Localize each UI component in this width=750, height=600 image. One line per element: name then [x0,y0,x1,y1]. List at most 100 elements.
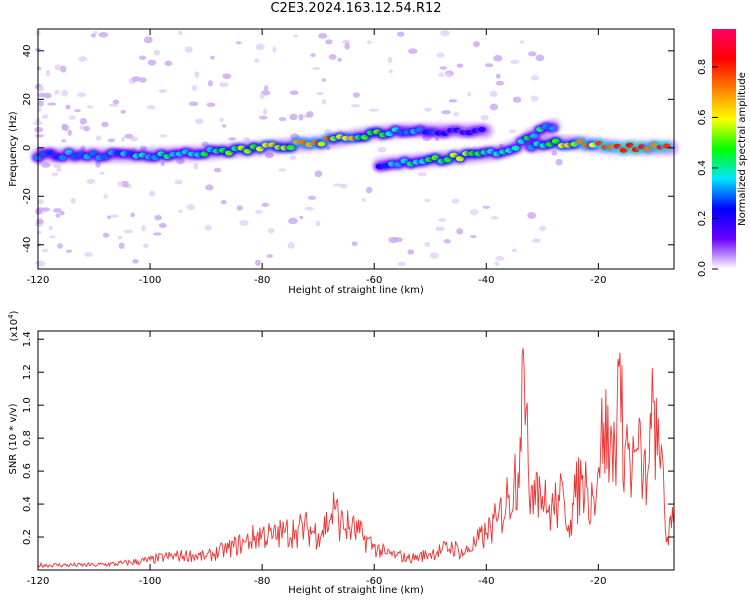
heatmap-speckle [298,113,304,121]
heatmap-background-noise [33,30,563,268]
heatmap-speckle [78,56,88,62]
heatmap-speckle [312,66,321,71]
heatmap-speckle [323,128,332,136]
heatmap-speckle [35,207,43,214]
heatmap-speckle [255,209,263,214]
heatmap-speckle [59,211,65,216]
heatmap-speckle [130,212,135,218]
heatmap-speckle [57,243,63,249]
snr-chart: -120 -100 -80 -60 -40 -20 0.2 0.4 0.6 0.8 1.0 1.2 1… [7,310,675,596]
heatmap-speckle [315,220,321,227]
heatmap-speckle [272,46,277,53]
heatmap-speckle [95,161,101,168]
heatmap-speckle [328,54,337,60]
heatmap-speckle [289,113,298,121]
heatmap-speckle [325,39,333,45]
heatmap-speckle [519,40,525,44]
heatmap-speckle [264,85,269,92]
heatmap-speckle [341,39,351,44]
heatmap-speckle [469,235,477,239]
heatmap-speckle [117,181,123,187]
heatmap-speckle [555,158,563,166]
heatmap-speckle [243,136,251,143]
heatmap-speckle [201,141,209,148]
heatmap-border [37,28,675,270]
heatmap-speckle [194,71,200,79]
heatmap-speckle [86,105,94,109]
heatmap-speckle [287,242,295,249]
heatmap-y-axis: -40 -20 0 20 40 [22,44,674,253]
heatmap-speckle [207,80,213,87]
heatmap-speckle [480,114,489,121]
heatmap-speckle [306,111,314,118]
heatmap-speckle [34,134,44,138]
heatmap-speckle [56,167,62,172]
heatmap-speckle [493,55,503,62]
heatmap-speckle [530,75,539,81]
heatmap-speckle [321,98,327,105]
heatmap-speckle [222,124,227,128]
heatmap-speckle [67,129,72,136]
heatmap-speckle [288,217,298,225]
heatmap-speckle [54,64,63,71]
heatmap-speckle [219,82,229,88]
heatmap-speckle [95,135,102,142]
heatmap-speckle [54,89,61,95]
heatmap-speckle [261,202,270,207]
colorbar-title: Normalized spectral amplitude [737,72,748,226]
colorbar-tick-label: 0.0 [697,261,708,277]
heatmap-speckle [34,126,44,133]
heatmap-speckle [37,199,45,205]
heatmap-speckle [307,195,317,200]
snr-y-tick-label: 1.4 [22,331,33,347]
heatmap-speckle [220,199,227,205]
heatmap-speckle [213,167,222,173]
heatmap-speckle [191,84,198,91]
snr-y-tick-label: 1.0 [22,397,33,413]
heatmap-speckle [292,34,299,38]
snr-x-axis: -120 -100 -80 -60 -40 -20 [27,331,607,587]
heatmap-speckle [194,118,204,125]
heatmap-speckle [441,110,452,115]
heatmap-speckle [344,42,350,50]
heatmap-speckle [103,194,108,199]
heatmap-speckle [70,197,76,204]
heatmap-speckle [495,73,501,79]
heatmap-ridge-core [548,125,557,131]
heatmap-speckle [489,103,499,111]
heatmap-speckle [262,108,268,115]
heatmap-speckle [83,125,90,132]
heatmap-speckle [148,190,156,197]
heatmap-ridge-core [455,156,464,162]
heatmap-speckle [396,31,405,37]
heatmap-speckle [83,252,93,257]
heatmap-speckle [318,32,328,39]
snr-y-exponent-label: (x10 [9,319,20,342]
heatmap-speckle [188,101,199,107]
heatmap-y-tick-label: 40 [22,44,33,57]
heatmap-speckle [388,69,393,74]
heatmap-speckle [393,237,403,243]
heatmap-speckle [490,215,499,220]
heatmap-ridge-core [58,154,67,161]
heatmap-speckle [120,180,129,188]
snr-y-exponent-power: 4 [7,314,15,319]
heatmap-speckle [332,183,343,187]
heatmap-speckle [186,204,195,211]
snr-y-axis: 0.2 0.4 0.6 0.8 1.0 1.2 1.4 [22,331,674,545]
heatmap-speckle [42,207,51,212]
heatmap-speckle [445,72,452,78]
heatmap-speckle [236,205,243,211]
heatmap-speckle [439,66,448,70]
heatmap-speckle [36,218,44,225]
heatmap-speckle [365,186,373,194]
heatmap-x-tick-label: -60 [366,275,382,286]
heatmap-speckle [76,92,86,98]
heatmap-speckle [321,78,326,82]
heatmap-speckle [424,198,431,203]
heatmap-speckle [48,225,53,231]
heatmap-speckle [278,168,287,172]
heatmap-speckle [159,134,168,138]
heatmap-x-tick-label: -20 [590,275,606,286]
snr-y-exponent-close: ) [9,310,20,314]
